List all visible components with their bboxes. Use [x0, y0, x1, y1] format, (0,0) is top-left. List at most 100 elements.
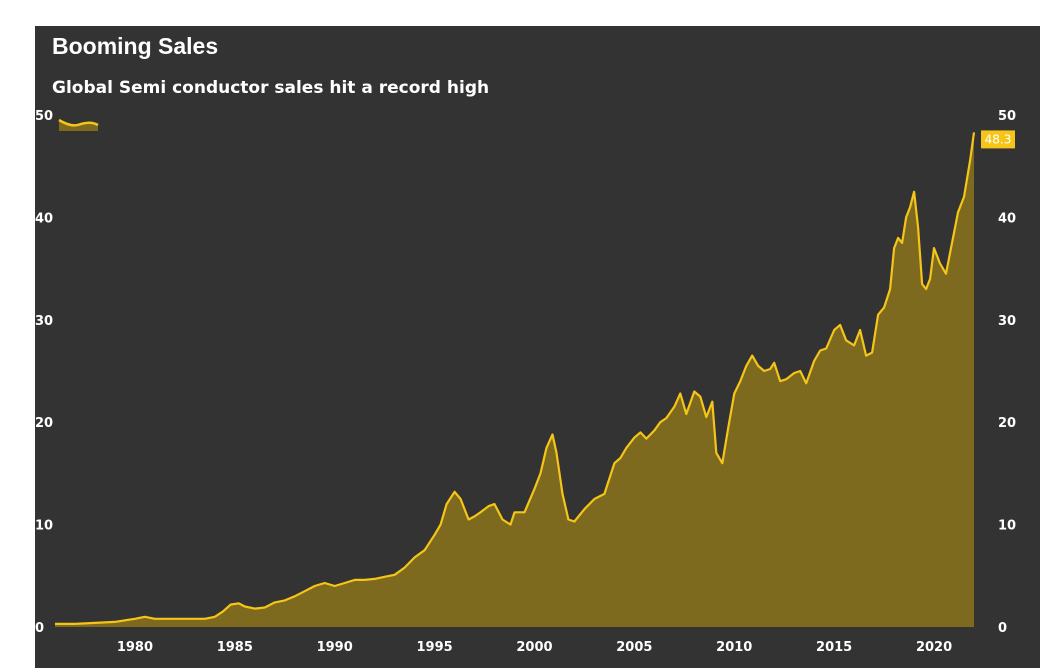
- data-point: [479, 511, 481, 513]
- data-point: [593, 498, 595, 500]
- data-point: [274, 601, 276, 603]
- y-tick-label-right: 0: [998, 621, 1007, 636]
- data-point: [951, 242, 953, 244]
- data-point: [54, 623, 56, 625]
- data-point: [845, 339, 847, 341]
- data-point: [539, 472, 541, 474]
- data-point: [711, 401, 713, 403]
- data-point: [871, 351, 873, 353]
- data-point: [264, 606, 266, 608]
- y-tick-label-right: 20: [998, 416, 1016, 431]
- legend: [58, 118, 99, 131]
- last-value-label: 48.3: [985, 132, 1012, 146]
- data-point: [230, 603, 232, 605]
- y-tick-label-left: 20: [35, 416, 53, 431]
- x-tick-label: 1985: [217, 640, 253, 655]
- data-point: [901, 242, 903, 244]
- data-point: [751, 354, 753, 356]
- data-point: [699, 395, 701, 397]
- data-point: [705, 416, 707, 418]
- data-point: [973, 131, 975, 133]
- data-point: [583, 508, 585, 510]
- chart-subtitle: Global Semi conductor sales hit a record…: [52, 78, 489, 98]
- data-point: [423, 549, 425, 551]
- data-point: [693, 390, 695, 392]
- data-point: [284, 599, 286, 601]
- data-point: [889, 288, 891, 290]
- data-point: [403, 566, 405, 568]
- data-point: [613, 462, 615, 464]
- data-point: [445, 503, 447, 505]
- y-tick-label-left: 30: [35, 314, 53, 329]
- last-value-badge: [981, 130, 1015, 149]
- data-point: [739, 380, 741, 382]
- data-point: [913, 191, 915, 193]
- data-point: [383, 576, 385, 578]
- data-point: [487, 505, 489, 507]
- data-point: [94, 622, 96, 624]
- data-point: [825, 347, 827, 349]
- data-point: [493, 503, 495, 505]
- data-point: [969, 160, 971, 162]
- data-point: [805, 382, 807, 384]
- data-point: [917, 226, 919, 228]
- data-point: [222, 610, 224, 612]
- data-point: [194, 618, 196, 620]
- data-point: [254, 607, 256, 609]
- data-point: [214, 616, 216, 618]
- data-point: [763, 370, 765, 372]
- data-point: [154, 618, 156, 620]
- x-tick-label: 1995: [416, 640, 452, 655]
- y-tick-label-left: 50: [35, 109, 53, 124]
- data-point: [773, 362, 775, 364]
- data-point: [673, 406, 675, 408]
- data-point: [513, 511, 515, 513]
- data-point: [839, 324, 841, 326]
- data-point: [833, 329, 835, 331]
- series-line-0: [55, 132, 976, 625]
- data-point: [509, 523, 511, 525]
- data-point: [114, 621, 116, 623]
- data-point: [769, 368, 771, 370]
- y-tick-label-right: 10: [998, 519, 1016, 534]
- x-tick-label: 1990: [317, 640, 353, 655]
- chart-svg: Booming Sales Global Semi conductor sale…: [35, 33, 1016, 655]
- data-point: [374, 578, 376, 580]
- data-point: [865, 354, 867, 356]
- data-point: [665, 417, 667, 419]
- data-point: [721, 462, 723, 464]
- data-point: [467, 518, 469, 520]
- data-point: [653, 429, 655, 431]
- data-point: [897, 237, 899, 239]
- data-point: [74, 623, 76, 625]
- data-point: [921, 283, 923, 285]
- data-point: [439, 523, 441, 525]
- data-point: [555, 452, 557, 454]
- data-point: [501, 518, 503, 520]
- series-area-0: [55, 132, 974, 627]
- data-point: [859, 329, 861, 331]
- data-point: [625, 447, 627, 449]
- data-point: [144, 616, 146, 618]
- data-point: [785, 378, 787, 380]
- chart-title: Booming Sales: [52, 33, 218, 59]
- x-tick-label: 2020: [916, 640, 952, 655]
- data-point: [413, 556, 415, 558]
- data-point: [945, 273, 947, 275]
- data-point: [715, 452, 717, 454]
- data-point: [883, 306, 885, 308]
- x-tick-label: 1980: [117, 640, 153, 655]
- data-point: [433, 534, 435, 536]
- data-point: [645, 437, 647, 439]
- data-point: [314, 585, 316, 587]
- data-point: [523, 511, 525, 513]
- data-point: [639, 431, 641, 433]
- data-point: [551, 433, 553, 435]
- x-tick-label: 2010: [716, 640, 752, 655]
- x-tick-label: 2000: [516, 640, 552, 655]
- data-point: [905, 216, 907, 218]
- x-tick-label: 2015: [816, 640, 852, 655]
- chart-frame: Booming Sales Global Semi conductor sale…: [35, 26, 1040, 668]
- data-point: [459, 498, 461, 500]
- data-point: [893, 247, 895, 249]
